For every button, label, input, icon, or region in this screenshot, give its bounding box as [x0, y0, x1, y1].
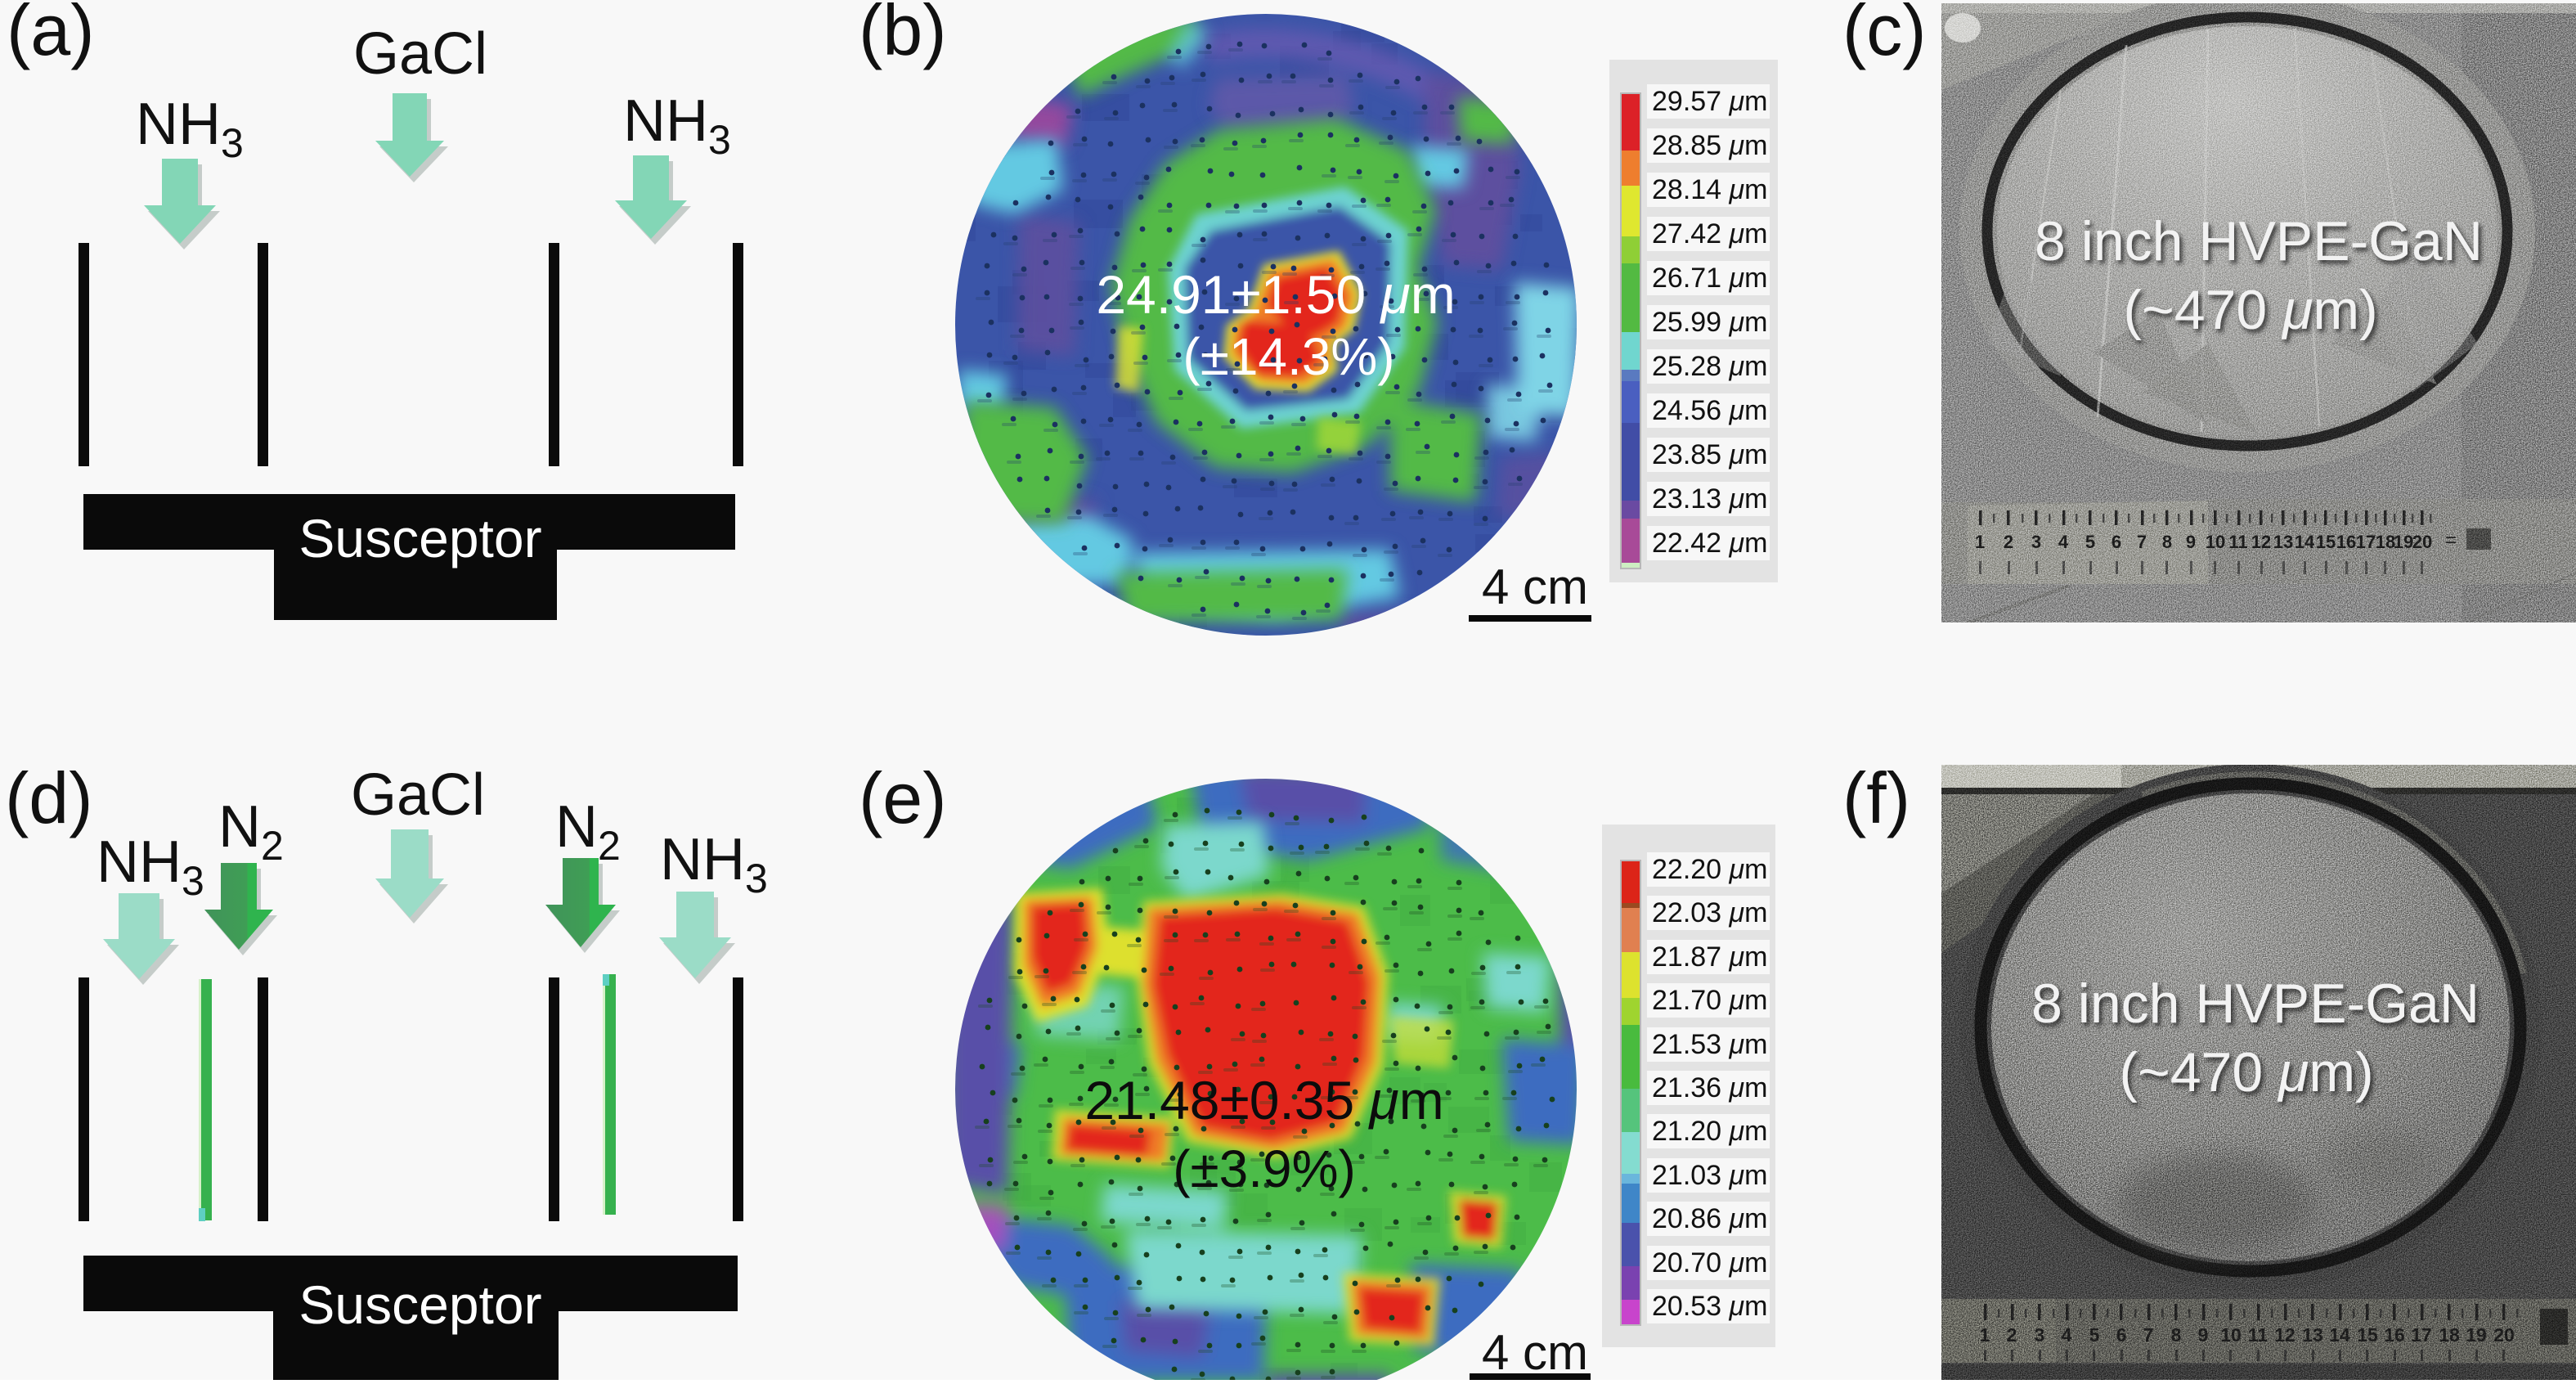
svg-text:24.56 μm: 24.56 μm [1652, 395, 1768, 426]
svg-text:GaCl: GaCl [353, 21, 487, 87]
svg-text:21.20 μm: 21.20 μm [1652, 1116, 1768, 1147]
svg-text:21.53 μm: 21.53 μm [1652, 1029, 1768, 1060]
svg-text:20.86 μm: 20.86 μm [1652, 1203, 1768, 1234]
svg-text:(±3.9%): (±3.9%) [1173, 1139, 1356, 1198]
svg-text:Susceptor: Susceptor [298, 508, 541, 568]
svg-text:23.13 μm: 23.13 μm [1652, 483, 1768, 515]
svg-text:29.57 μm: 29.57 μm [1652, 86, 1768, 117]
svg-text:(a): (a) [7, 0, 95, 70]
svg-text:23.85 μm: 23.85 μm [1652, 439, 1768, 470]
svg-text:(c): (c) [1842, 0, 1927, 70]
svg-text:20.53 μm: 20.53 μm [1652, 1291, 1768, 1322]
svg-text:(~470 μm): (~470 μm) [2119, 1041, 2373, 1103]
svg-text:28.85 μm: 28.85 μm [1652, 130, 1768, 161]
svg-text:25.99 μm: 25.99 μm [1652, 307, 1768, 338]
svg-text:22.42 μm: 22.42 μm [1652, 528, 1768, 559]
svg-text:(b): (b) [859, 0, 947, 70]
svg-text:25.28 μm: 25.28 μm [1652, 351, 1768, 382]
svg-text:(f): (f) [1842, 757, 1910, 838]
svg-text:21.87 μm: 21.87 μm [1652, 941, 1768, 973]
svg-text:20.70 μm: 20.70 μm [1652, 1247, 1768, 1278]
svg-text:4 cm: 4 cm [1482, 1325, 1588, 1380]
svg-text:8 inch HVPE-GaN: 8 inch HVPE-GaN [2035, 210, 2483, 272]
svg-text:21.36 μm: 21.36 μm [1652, 1072, 1768, 1103]
svg-text:GaCl: GaCl [351, 762, 485, 828]
svg-text:(d): (d) [5, 757, 93, 838]
svg-text:27.42 μm: 27.42 μm [1652, 218, 1768, 249]
svg-text:21.03 μm: 21.03 μm [1652, 1160, 1768, 1191]
svg-text:21.48±0.35 μm: 21.48±0.35 μm [1084, 1070, 1443, 1130]
svg-text:26.71 μm: 26.71 μm [1652, 263, 1768, 294]
svg-text:28.14 μm: 28.14 μm [1652, 174, 1768, 205]
svg-text:Susceptor: Susceptor [298, 1274, 541, 1335]
svg-text:(e): (e) [859, 757, 947, 838]
svg-text:8 inch HVPE-GaN: 8 inch HVPE-GaN [2031, 973, 2480, 1035]
svg-text:22.20 μm: 22.20 μm [1652, 854, 1768, 885]
svg-text:24.91±1.50 μm: 24.91±1.50 μm [1096, 264, 1455, 325]
svg-text:(±14.3%): (±14.3%) [1183, 327, 1394, 386]
svg-text:22.03 μm: 22.03 μm [1652, 897, 1768, 928]
svg-text:(~470 μm): (~470 μm) [2123, 279, 2377, 341]
svg-text:21.70 μm: 21.70 μm [1652, 985, 1768, 1016]
svg-text:4 cm: 4 cm [1482, 559, 1588, 614]
